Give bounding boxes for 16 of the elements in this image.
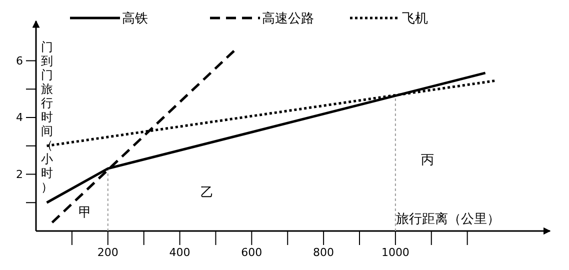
text: 门到门旅行时间（小时）	[41, 40, 53, 194]
y-tick-label: 2	[16, 168, 23, 181]
x-tick-label: 400	[169, 246, 190, 259]
y-tick-label: 4	[16, 111, 23, 124]
x-tick-label: 1000	[381, 246, 410, 259]
legend-label: 飞机	[402, 12, 428, 27]
x-tick-label: 800	[313, 246, 334, 259]
annotation: 乙	[200, 186, 214, 201]
x-tick-label: 600	[241, 246, 262, 259]
y-tick-label: 6	[16, 54, 23, 68]
legend-label: 高速公路	[262, 10, 314, 27]
annotation: 丙	[421, 153, 434, 168]
annotation: 甲	[78, 206, 92, 221]
x-axis-title: 旅行距离（公里）	[396, 211, 500, 227]
legend-label: 高铁	[122, 10, 148, 27]
x-tick-label: 200	[97, 246, 118, 259]
